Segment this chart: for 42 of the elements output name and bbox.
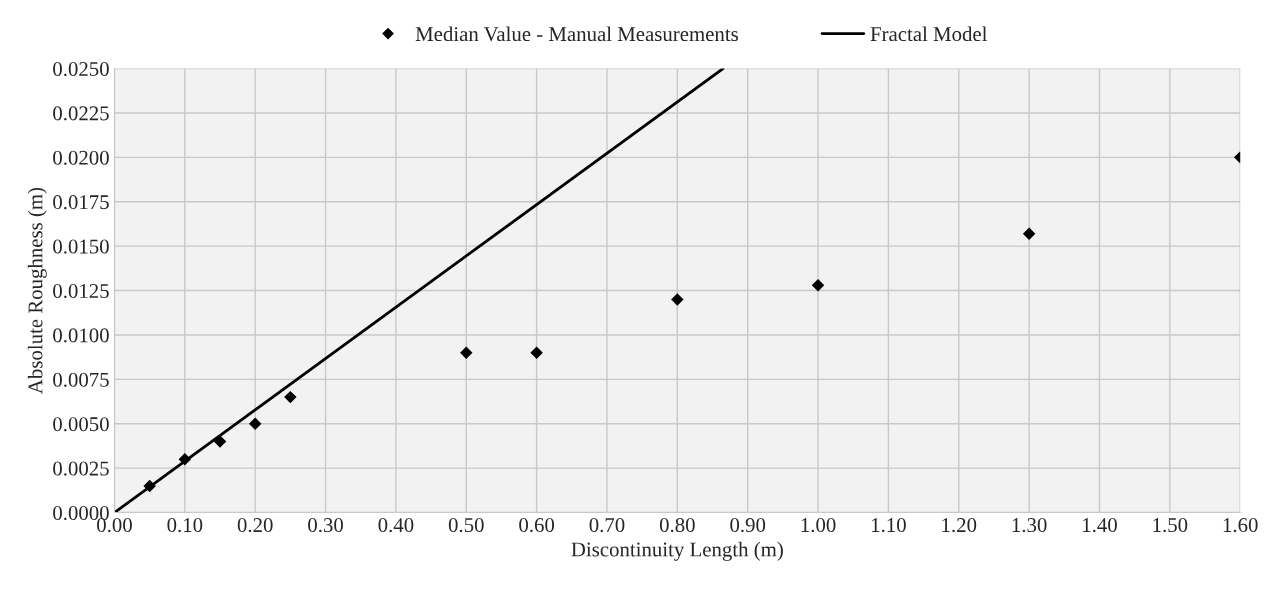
y-tick-label: 0.0025 xyxy=(53,461,109,476)
y-tick-label: 0.0150 xyxy=(53,239,109,254)
legend-label: Fractal Model xyxy=(870,26,988,42)
x-tick-label: 0.60 xyxy=(519,518,555,533)
x-tick-label: 0.10 xyxy=(167,518,203,533)
x-tick-label: 1.50 xyxy=(1153,518,1188,533)
x-tick-label: 0.40 xyxy=(378,518,414,533)
y-tick-label: 0.0075 xyxy=(53,372,109,387)
y-tick-label: 0.0200 xyxy=(53,150,109,165)
point xyxy=(178,453,192,466)
x-tick-label: 0.20 xyxy=(237,518,273,533)
point xyxy=(143,479,156,493)
point xyxy=(1022,227,1036,240)
y-tick-label: 0.0250 xyxy=(53,61,109,77)
point xyxy=(530,346,543,359)
x-tick-label: 1.10 xyxy=(872,518,906,533)
point xyxy=(671,293,684,306)
y-tick-label: 0.0050 xyxy=(53,417,109,432)
x-tick-label: 0.30 xyxy=(308,518,343,533)
x-tick-label: 1.00 xyxy=(801,518,836,533)
x-tick-label: 1.60 xyxy=(1223,518,1258,533)
point xyxy=(284,390,297,404)
x-tick-label: 0.00 xyxy=(97,518,132,533)
y-tick-label: 0.0000 xyxy=(53,505,109,521)
x-tick-label: 0.50 xyxy=(448,518,484,533)
x-tick-label: 0.90 xyxy=(730,518,766,533)
x-axis-title: Discontinuity Length (m) xyxy=(571,541,783,561)
y-tick-label: 0.0225 xyxy=(53,106,109,121)
legend-label: Median Value - Manual Measurements xyxy=(415,26,738,42)
y-tick-label: 0.0100 xyxy=(53,328,109,343)
x-tick-label: 1.30 xyxy=(1012,518,1047,533)
point xyxy=(248,417,262,430)
point xyxy=(213,435,227,448)
x-tick-label: 1.40 xyxy=(1083,518,1117,533)
x-tick-label: 0.70 xyxy=(589,518,625,533)
y-tick-label: 0.0125 xyxy=(53,283,109,299)
x-tick-label: 0.80 xyxy=(659,518,695,533)
point xyxy=(460,346,473,359)
y-axis-title: Absolute Roughness (m) xyxy=(27,187,47,394)
point xyxy=(811,279,825,292)
x-tick-label: 1.20 xyxy=(942,518,977,533)
y-tick-label: 0.0175 xyxy=(53,195,109,210)
